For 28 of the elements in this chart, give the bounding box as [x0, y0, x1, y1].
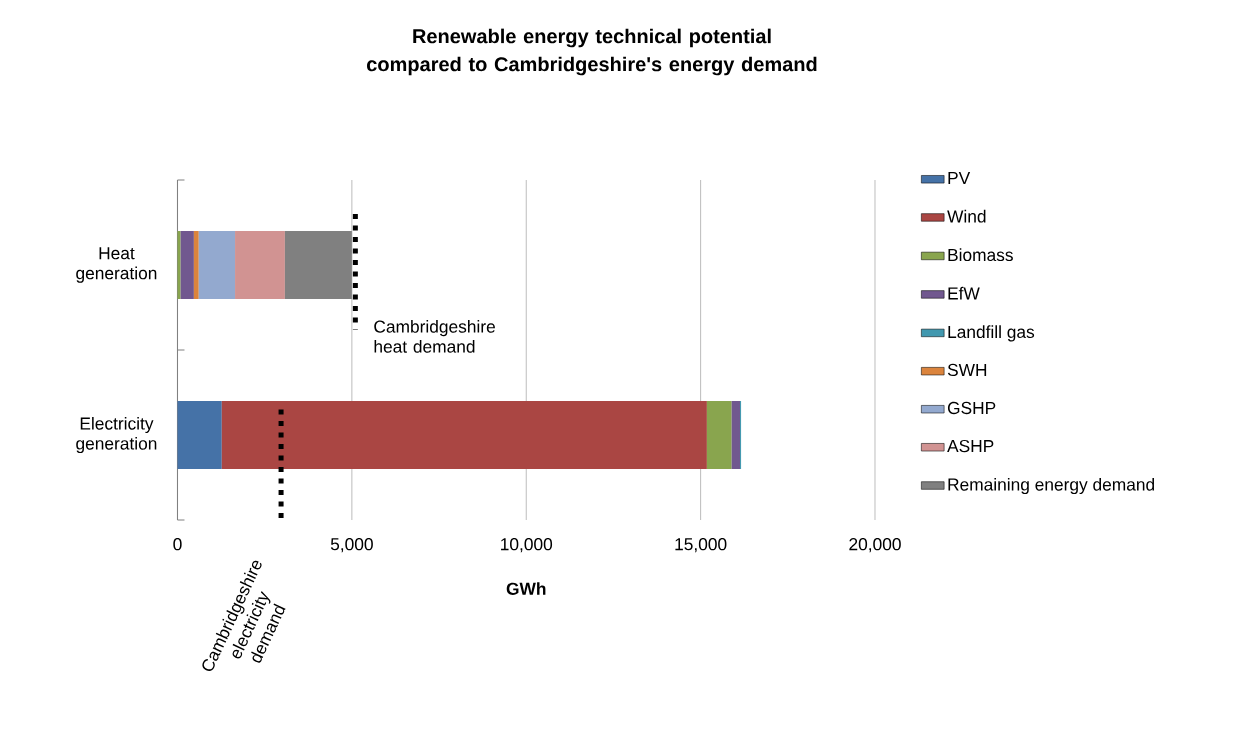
legend-label: Landfill gas [948, 325, 1035, 342]
bar [731, 401, 741, 470]
y-tick-label: Electricity generation [76, 416, 157, 454]
bar [193, 231, 199, 300]
bar [284, 231, 352, 300]
bar [235, 231, 285, 300]
ref-line-label: Cambridgeshire heat demand [374, 320, 495, 353]
legend-label: Wind [947, 209, 986, 223]
chart-title: Renewable energy technical potential compared to Cambridgeshire's energy demand [367, 28, 817, 76]
y-tick-label: Heat generation [76, 247, 157, 283]
bar [180, 231, 194, 300]
legend-label: GSHP [947, 401, 996, 415]
bar [198, 231, 236, 300]
legend-label: Biomass [948, 248, 1013, 262]
x-tick-label: 20,000 [849, 538, 901, 553]
x-tick-label: 15,000 [675, 538, 727, 553]
legend-label: ASHP [947, 439, 994, 453]
x-tick-label: 0 [173, 538, 182, 551]
x-axis-title: GWh [506, 582, 546, 595]
bar [177, 231, 181, 300]
bar [177, 401, 222, 470]
legend-label: PV [948, 172, 971, 184]
x-tick-label: 10,000 [501, 538, 553, 553]
legend-label: Remaining energy demand [948, 477, 1155, 495]
x-tick-label: 5,000 [330, 538, 373, 553]
bar [706, 401, 732, 470]
legend-label: SWH [947, 363, 987, 377]
legend-label: EfW [948, 286, 980, 300]
